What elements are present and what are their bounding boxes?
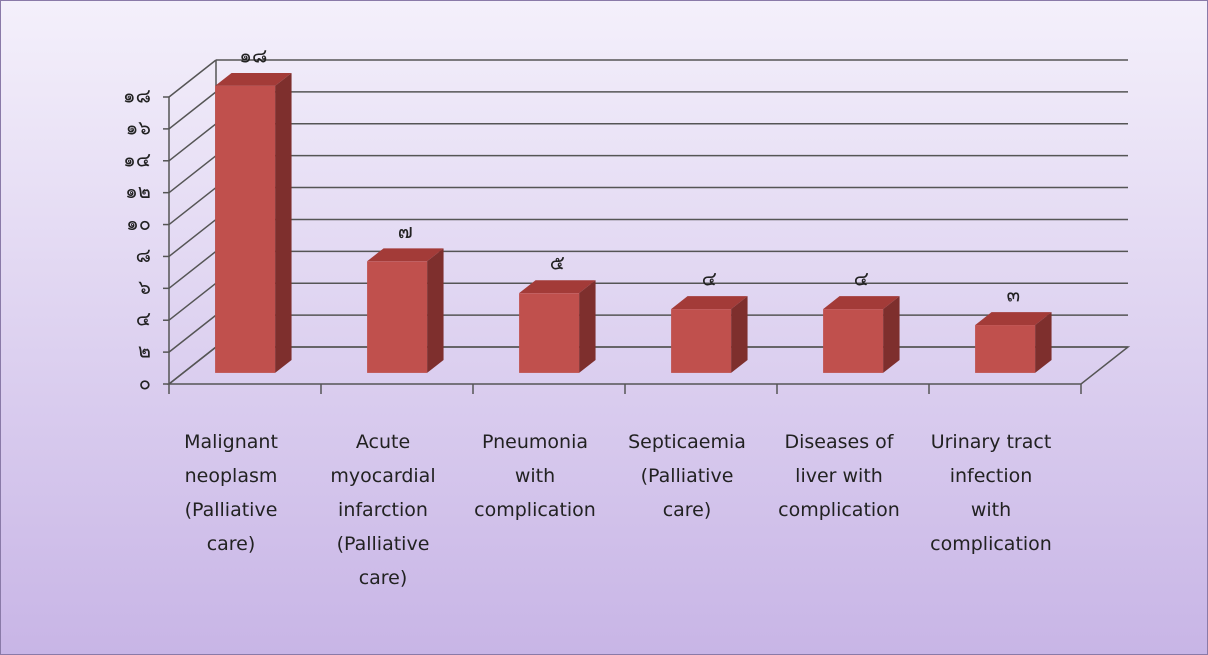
data-label: ๓ xyxy=(1006,283,1020,307)
x-tick-label: Urinary tract infection with complicatio… xyxy=(930,431,1052,555)
bar-top xyxy=(671,296,748,310)
grid-line xyxy=(168,346,217,385)
data-label: ๔ xyxy=(702,267,717,291)
y-tick-label: ๑๒ xyxy=(125,179,151,203)
bar-top xyxy=(215,72,292,86)
grid-line xyxy=(168,91,217,130)
grid-line xyxy=(168,282,217,321)
data-label: ๔ xyxy=(854,267,869,291)
grid-line xyxy=(168,155,217,194)
bar xyxy=(823,309,884,373)
y-tick-label: ๐ xyxy=(139,371,151,395)
grid-line xyxy=(168,123,217,162)
data-label: ๑๘ xyxy=(239,43,267,67)
bar-top xyxy=(519,280,596,294)
bar-side xyxy=(275,72,292,373)
y-tick-label: ๘ xyxy=(136,243,151,267)
bar xyxy=(671,309,732,373)
x-tick-label: Septicaemia (Palliative care) xyxy=(628,431,746,521)
grid-line xyxy=(168,250,217,289)
y-tick-label: ๒ xyxy=(138,339,151,363)
grid-line xyxy=(168,314,217,353)
y-tick-label: ๑๔ xyxy=(123,147,151,171)
x-tick-label: Pneumonia with complication xyxy=(474,431,596,521)
data-label: ๕ xyxy=(550,251,565,275)
grid-line xyxy=(168,218,217,258)
bar-top xyxy=(367,248,444,262)
bar-side xyxy=(731,296,748,373)
bar xyxy=(367,261,428,373)
y-tick-label: ๔ xyxy=(136,307,151,331)
bar xyxy=(975,325,1036,373)
y-tick-label: ๑๖ xyxy=(126,115,151,139)
bar xyxy=(519,293,580,373)
bar-side xyxy=(427,248,444,373)
x-tick-label: Diseases of liver with complication xyxy=(778,431,900,521)
bar-side xyxy=(1035,312,1052,373)
bar-top xyxy=(823,296,900,310)
x-tick-label: Malignant neoplasm (Palliative care) xyxy=(184,431,278,555)
y-tick-label: ๑๘ xyxy=(123,84,151,108)
bar-side xyxy=(883,296,900,373)
y-tick-label: ๖ xyxy=(138,275,151,299)
grid-line xyxy=(168,59,217,98)
grid-line xyxy=(168,186,217,226)
data-label: ๗ xyxy=(398,219,413,243)
bar xyxy=(215,85,276,373)
x-tick-label: Acute myocardial infarction (Palliative … xyxy=(330,431,436,589)
bar-top xyxy=(975,312,1052,326)
y-tick-label: ๑๐ xyxy=(126,211,151,235)
bar-side xyxy=(579,280,596,373)
